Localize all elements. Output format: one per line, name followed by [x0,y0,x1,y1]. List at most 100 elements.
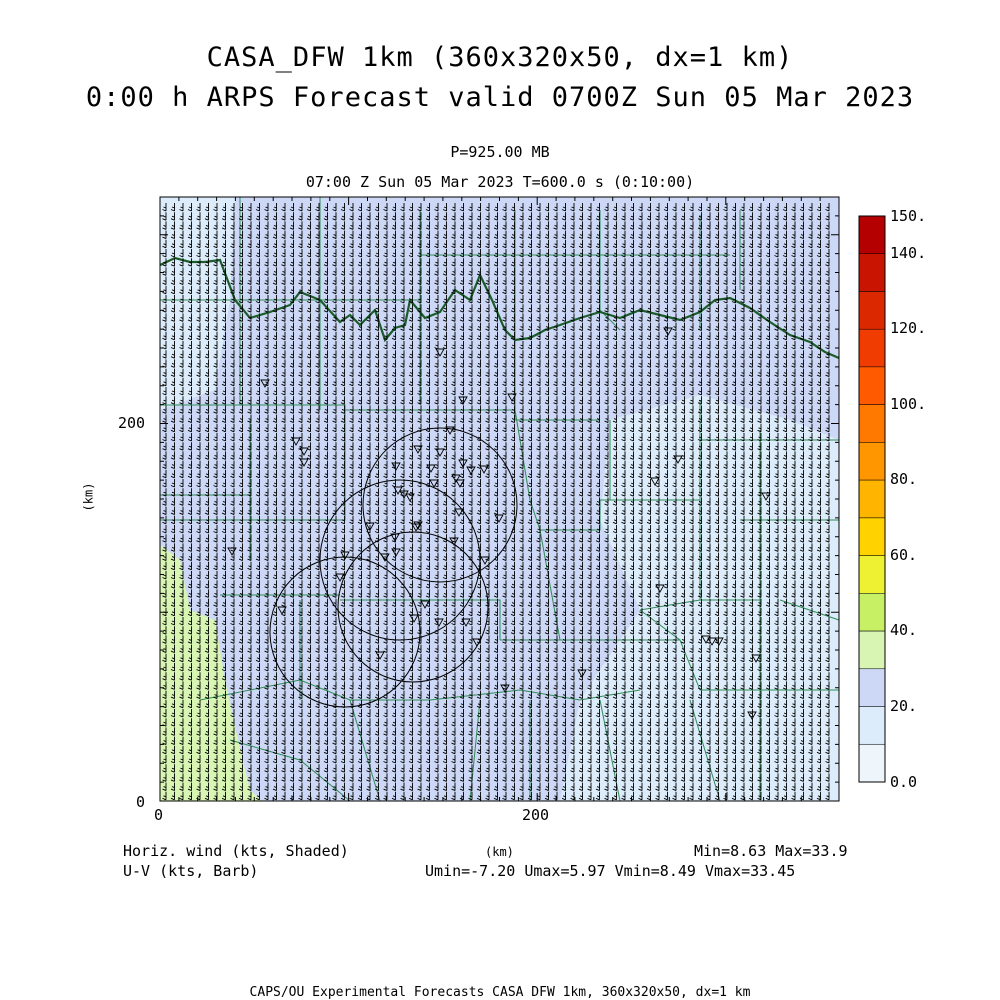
station-marker [751,654,761,663]
station-marker [435,448,445,457]
shade-green-sw [160,545,262,801]
station-marker [650,477,660,486]
radar-range-rings [269,427,518,708]
station-marker [507,393,517,402]
county-line [229,739,351,802]
colorbar-segment [858,442,886,481]
county-line [349,699,381,802]
station-marker [390,533,400,542]
colorbar-segment [858,291,886,330]
colorbar-label: 140. [890,244,927,262]
county-line [199,679,430,701]
colorbar-label: 150. [890,207,927,225]
station-marker [340,551,350,560]
colorbar-segment [858,517,886,556]
colorbar-label: 100. [890,395,927,413]
legend-shaded: Horiz. wind (kts, Shaded) [123,842,349,860]
county-line [779,599,840,621]
wind-barb [162,203,830,801]
station-marker [299,447,309,456]
legend-barb: U-V (kts, Barb) [123,862,259,880]
station-marker [391,462,401,471]
station-marker [494,514,504,523]
station-marker [461,618,471,627]
station-marker [391,548,401,557]
station-marker [405,493,415,502]
county-line [340,599,501,640]
county-line [429,689,641,701]
x-axis-label: (km) [485,845,514,859]
county-line [689,699,721,802]
wind-speed-shading [160,197,839,801]
station-marker [707,637,717,646]
colorbar-label: 20. [890,697,918,715]
county-line [540,499,700,531]
pressure-level: P=925.00 MB [450,143,550,161]
radar-range-ring [269,556,421,708]
county-line [560,639,839,691]
station-marker [380,553,390,562]
station-marker [479,465,489,474]
station-marker [411,523,421,532]
station-marker [454,508,464,517]
station-marker [714,637,724,646]
radar-range-ring [319,479,481,641]
station-marker [480,556,490,565]
station-marker [375,651,385,660]
colorbar-segment [858,630,886,670]
station-marker [655,584,665,593]
uv-readout: Umin=-7.20 Umax=5.97 Vmin=8.49 Vmax=33.4… [425,862,796,880]
station-marker [409,614,419,623]
shade-light-nw [160,197,235,410]
colorbar-label: 80. [890,470,918,488]
colorbar-segment [858,593,886,632]
radar-range-ring [337,531,489,683]
station-marker [451,474,461,483]
station-marker [577,669,587,678]
station-marker [435,348,445,357]
station-marker [277,606,287,615]
station-marker [413,521,423,530]
colorbar-segment [858,215,886,254]
colorbar-segment [858,404,886,443]
station-marker [426,464,436,473]
station-marker [434,618,444,627]
valid-time: 07:00 Z Sun 05 Mar 2023 T=600.0 s (0:10:… [305,173,695,191]
colorbar-label: 120. [890,319,927,337]
colorbar-segment [858,744,886,783]
station-marker [413,445,423,454]
station-marker [458,396,468,405]
colorbar-segment [858,706,886,745]
station-marker [466,466,476,475]
station-marker [673,455,683,464]
colorbar-segment [858,479,886,519]
county-line [160,404,346,521]
station-marker [420,600,430,609]
county-line [345,409,541,531]
station-marker [663,327,673,336]
station-marker [701,635,711,644]
x-tick-200: 200 [522,806,550,824]
station-marker [455,479,465,488]
station-marker [291,437,301,446]
radar-range-ring [362,427,518,583]
x-tick-0: 0 [154,806,164,824]
min-max-readout: Min=8.63 Max=33.9 [694,842,848,860]
wind-barbs [162,203,830,801]
tick-marks [159,196,840,802]
plot-title-line1: CASA_DFW 1km (360x320x50, dx=1 km) [206,42,794,73]
footer-credit: CAPS/OU Experimental Forecasts CASA DFW … [249,985,751,1000]
station-marker [449,537,459,546]
colorbar-segment [858,555,886,594]
station-marker [365,522,375,531]
station-marker [335,573,345,582]
station-marker [458,459,468,468]
y-tick-200: 200 [118,414,146,432]
colorbar-label: 0.0 [890,773,918,791]
axis-ticks [159,196,840,802]
colorbar-segment [858,328,886,368]
colorbar-label: 60. [890,546,918,564]
station-marker [500,684,510,693]
station-marker [747,711,757,720]
